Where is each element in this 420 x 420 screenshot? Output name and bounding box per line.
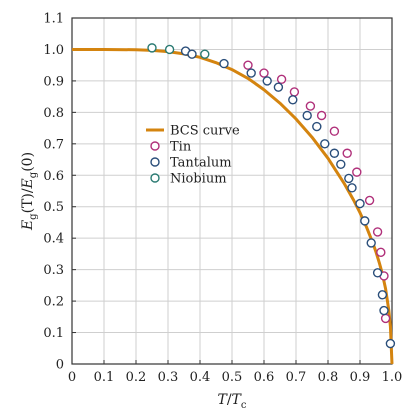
tantalum-point [329,148,340,158]
niobium-point [147,43,157,53]
tantalum-point [379,305,389,316]
tantalum-point [288,95,298,105]
tantalum-point [312,121,322,132]
axes [71,17,393,365]
tantalum-point [219,58,229,69]
legend-label-niobium: Niobium [170,172,227,187]
y-tick-label: 0.9 [43,74,64,89]
niobium-point [164,44,175,55]
tantalum-point [360,216,370,226]
y-tick-label: 0.8 [43,106,64,121]
legend-label-tin: Tin [170,140,192,155]
tantalum-point [385,338,396,349]
y-tick-label: 0.1 [43,326,64,341]
x-tick-label: 0.5 [222,370,243,385]
tantalum-point [347,183,357,193]
x-axis-label: T/Tc [217,392,246,411]
y-tick-label: 1.0 [43,43,64,58]
tantalum-point [336,159,346,169]
tin-point [364,195,375,206]
x-tick-label: 0.3 [158,370,179,385]
data-points [147,43,396,349]
legend-swatch-tantalum [150,157,160,167]
x-tick-label: 0.7 [286,370,307,385]
y-tick-label: 0.4 [43,232,64,247]
y-tick-label: 0.5 [43,200,64,215]
x-tick-label: 0 [68,370,76,385]
x-tick-label: 0.6 [254,370,275,385]
y-axis-label: Eg(T)/Eg(0) [20,152,39,231]
tin-point [316,110,327,121]
tin-point [259,68,269,78]
legend-label-bcs-curve: BCS curve [170,124,240,139]
tin-point [276,74,287,85]
x-tick-label: 0.1 [94,370,115,385]
tin-point [305,101,316,111]
y-tick-label: 0 [56,358,64,373]
tantalum-point [187,49,197,59]
tantalum-point [377,290,388,300]
y-tick-label: 0.6 [43,169,64,184]
tantalum-point [262,76,272,86]
tick-labels: 0 0.1 0.2 0.3 0.4 0.5 0.6 0.7 0.8 0.9 1.0 0 0.1 0.2 0.… [43,12,402,386]
tin-point [352,167,362,177]
tantalum-point [246,68,256,78]
y-tick-label: 1.1 [43,12,64,27]
tin-point [329,126,340,136]
tin-point [342,148,352,158]
tin-point [380,313,391,324]
tin-point [289,87,300,97]
y-tick-label: 0.7 [43,137,64,152]
tin-point [243,60,253,70]
legend-swatch-niobium [150,173,160,183]
tin-point [372,227,383,237]
legend-label-tantalum: Tantalum [170,156,232,171]
tantalum-point [355,198,365,209]
tin-point [376,247,386,258]
x-tick-label: 0.8 [318,370,339,385]
x-tick-label: 0.2 [126,370,147,385]
tantalum-point [372,268,383,278]
plot-frame [71,17,393,365]
x-tick-label: 0.4 [190,370,211,385]
legend-swatch-tin [150,141,160,151]
y-tick-label: 0.2 [43,295,64,310]
tantalum-point [320,139,330,149]
tantalum-point [302,110,312,121]
x-tick-label: 1.0 [382,370,403,385]
x-tick-label: 0.9 [350,370,371,385]
tantalum-point [273,82,284,92]
tantalum-point [344,173,354,184]
tantalum-point [366,238,376,248]
y-tick-label: 0.3 [43,263,64,278]
niobium-point [200,49,210,59]
